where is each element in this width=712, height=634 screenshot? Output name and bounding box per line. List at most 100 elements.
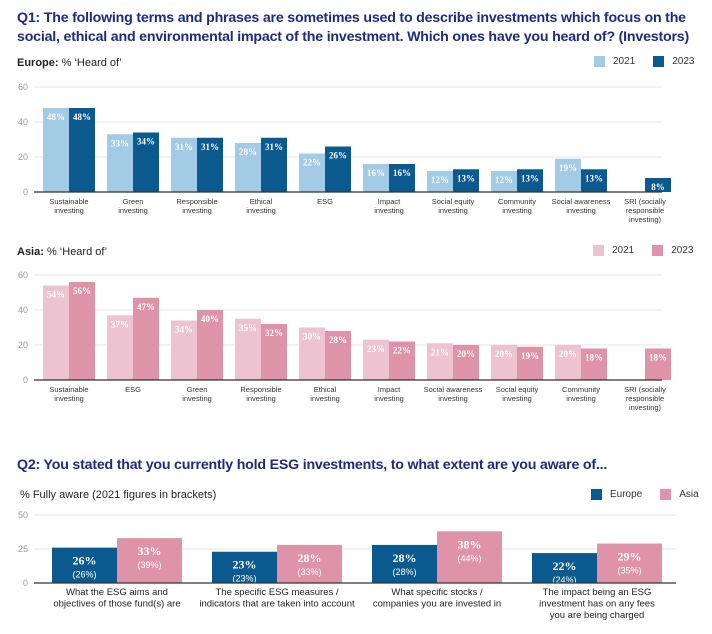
bar-2023 (261, 324, 287, 380)
legend-label-2023: 2023 (672, 56, 695, 67)
europe-subtitle-text: % ‘Heard of’ (61, 57, 122, 69)
category-label: Green (123, 197, 144, 206)
category-label: investing (310, 394, 340, 403)
category-label: ESG (317, 197, 333, 206)
bar-2023 (453, 345, 479, 380)
category-label: Green (187, 385, 208, 394)
data-label: 30% (303, 332, 321, 342)
category-label: investing (502, 394, 532, 403)
legend-swatch-2021 (593, 245, 604, 256)
data-label: 18% (649, 353, 667, 363)
bar-2021 (171, 320, 197, 380)
data-label: 13% (585, 173, 603, 183)
legend-swatch-asia (660, 489, 672, 500)
data-label: 16% (367, 168, 385, 178)
data-label: 34% (175, 325, 193, 335)
bar-2023 (645, 178, 671, 192)
data-label: 28% (239, 147, 257, 157)
category-label: ESG (125, 385, 141, 394)
europe-region-label: Europe: (17, 57, 59, 69)
data-label: 35% (239, 323, 257, 333)
bar-2021 (171, 137, 197, 192)
category-label: investing (54, 394, 84, 403)
category-label: investing (246, 394, 276, 403)
category-label: companies you are invested in (373, 599, 501, 610)
category-label: Sustainable (49, 385, 88, 394)
category-label: objectives of those fund(s) are (53, 599, 180, 610)
bar-2023 (69, 108, 95, 192)
legend-label-2021: 2021 (613, 56, 636, 67)
bar-2021 (363, 164, 389, 192)
bar-2021 (427, 343, 453, 380)
bar-2023 (325, 331, 351, 380)
bar-asia (117, 538, 182, 583)
data-label-2021: (39%) (137, 560, 161, 570)
bar-2023 (453, 169, 479, 192)
data-label-2021: (26%) (72, 570, 96, 580)
y-tick-label: 0 (23, 375, 28, 385)
category-label: investing (246, 206, 276, 215)
data-label: 20% (457, 349, 475, 359)
data-label: 47% (137, 302, 155, 312)
bar-2021 (299, 327, 325, 380)
bar-2021 (363, 339, 389, 380)
bar-2023 (197, 310, 223, 380)
legend-label-asia: Asia (679, 489, 699, 500)
bar-2021 (555, 158, 581, 192)
bar-2021 (107, 315, 133, 380)
bar-2021 (427, 171, 453, 192)
data-label: 48% (73, 112, 91, 122)
category-label: Social awareness (552, 197, 611, 206)
data-label: 37% (111, 319, 129, 329)
data-label: 28% (298, 551, 322, 565)
bar-europe (372, 544, 437, 583)
category-label: you are being charged (550, 610, 645, 621)
data-label: 12% (495, 175, 513, 185)
awareness-subtitle: % Fully aware (2021 figures in brackets) (20, 489, 217, 501)
y-tick-label: 0 (23, 187, 28, 197)
category-label: investing (118, 206, 148, 215)
asia-legend: 2021 2023 (593, 245, 694, 256)
category-label: What specific stocks / (391, 587, 483, 598)
category-label: Social equity (432, 197, 475, 206)
category-label: investing (182, 206, 212, 215)
y-tick-label: 50 (18, 510, 28, 520)
data-label: 28% (393, 551, 417, 565)
legend-swatch-2023 (653, 56, 665, 67)
y-tick-label: 20 (18, 152, 28, 162)
awareness-legend: Europe Asia (591, 489, 699, 500)
category-label: What the ESG aims and (66, 587, 168, 598)
category-label: Impact (378, 385, 401, 394)
y-tick-label: 0 (23, 578, 28, 588)
bar-2021 (299, 153, 325, 192)
category-label: SRI (socially (624, 197, 666, 206)
category-label: investing (182, 394, 212, 403)
data-label: 20% (559, 349, 577, 359)
category-label: investing (54, 206, 84, 215)
bar-2021 (491, 345, 517, 380)
legend-label-europe: Europe (610, 489, 643, 500)
category-label: investing (566, 206, 596, 215)
y-tick-label: 25 (18, 544, 28, 554)
category-label: investing (566, 394, 596, 403)
data-label: 16% (393, 168, 411, 178)
data-label: 22% (393, 346, 411, 356)
data-label: 8% (651, 182, 665, 192)
asia-region-label: Asia: (17, 246, 44, 258)
data-label: 31% (265, 142, 283, 152)
category-label: investing (438, 394, 468, 403)
data-label: 13% (521, 173, 539, 183)
y-tick-label: 60 (18, 270, 28, 280)
data-label: 23% (367, 344, 385, 354)
category-label: investing (502, 206, 532, 215)
data-label: 22% (553, 559, 577, 573)
bar-2023 (261, 137, 287, 192)
bar-2023 (389, 164, 415, 192)
data-label: 48% (47, 112, 65, 122)
data-label: 26% (329, 151, 347, 161)
category-label: investment has on any fees (539, 599, 655, 610)
bar-2021 (43, 285, 69, 380)
